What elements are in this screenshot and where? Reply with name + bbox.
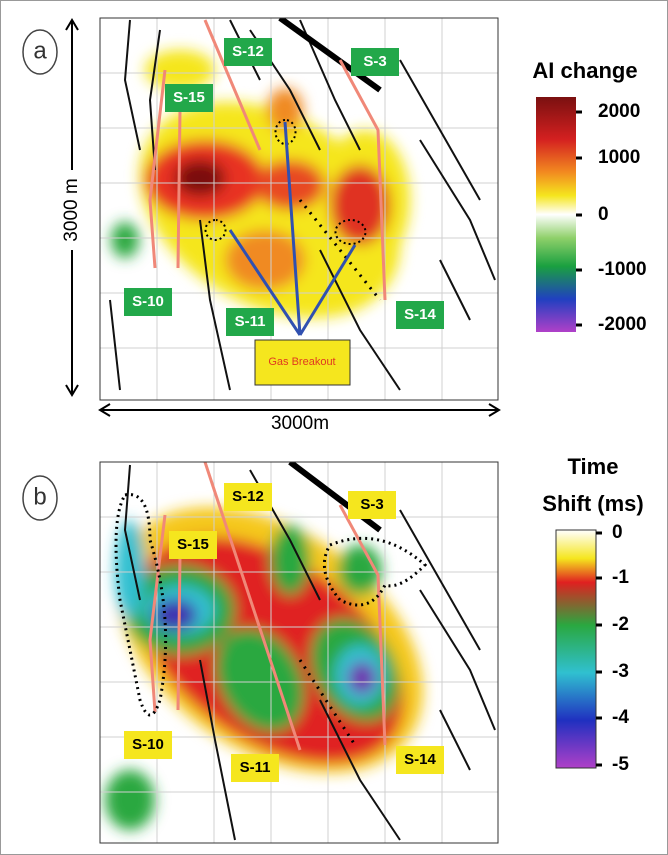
map-border [99,17,499,401]
well-label-box [348,491,396,519]
well-label: S-12 [232,43,264,60]
scale-label: 3000 m [61,178,82,241]
colorbar-tick-label: 2000 [598,101,640,122]
panel-label-circle [22,475,58,521]
well-label: S-11 [240,759,271,776]
annotation-box [254,339,351,386]
map-border [99,461,499,844]
panel-label: b [33,483,46,510]
well-label: S-10 [132,293,164,310]
colorbar-tick-label: 0 [598,204,609,225]
map-b [100,462,498,843]
well-label: S-14 [404,306,436,323]
well-label: S-10 [132,736,164,753]
scale-label-bg [60,170,84,250]
annotation: Gas Breakout [268,356,335,368]
well-label: S-15 [177,536,209,553]
well-label: S-12 [232,488,264,505]
well-label-box [224,483,272,511]
colorbar-title: AI change [532,58,637,83]
colorbar-tick-label: -2 [612,614,629,635]
colorbar-tick-label: -3 [612,661,629,682]
panel-label-circle [22,29,58,75]
panel-label: a [33,37,47,64]
scale-label: 3000m [271,413,329,434]
colorbar-tick-label: -4 [612,707,629,728]
scale-arrow [98,403,501,417]
colorbar-title: Shift (ms) [542,491,643,516]
map-a [100,18,498,400]
well-label-box [124,731,172,759]
well-label: S-15 [173,89,205,106]
well-label-box [231,754,279,782]
well-label: S-3 [360,496,383,513]
colorbar-tick-label: 0 [612,522,623,543]
colorbar [536,97,576,332]
well-label-box [124,288,172,316]
well-label-box [351,48,399,76]
colorbar-tick-label: -2000 [598,314,647,335]
colorbar [555,529,597,769]
well-label-box [396,746,444,774]
well-label: S-11 [235,313,266,330]
colorbar-tick-label: 1000 [598,147,640,168]
well-label-box [226,308,274,336]
colorbar-title: Time [568,454,619,479]
colorbar-tick-label: -1000 [598,259,647,280]
well-label: S-3 [363,53,386,70]
well-label-box [169,531,217,559]
well-label: S-14 [404,751,436,768]
colorbar-tick-label: -1 [612,567,629,588]
well-label-box [165,84,213,112]
well-label-box [396,301,444,329]
well-label-box [224,38,272,66]
colorbar-tick-label: -5 [612,754,629,775]
